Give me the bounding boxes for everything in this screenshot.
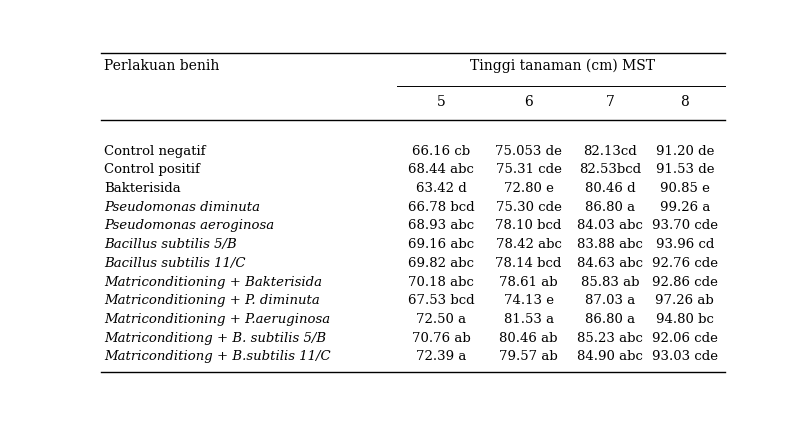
- Text: 78.14 bcd: 78.14 bcd: [496, 257, 562, 270]
- Text: 92.76 cde: 92.76 cde: [652, 257, 718, 270]
- Text: 93.70 cde: 93.70 cde: [652, 219, 718, 233]
- Text: 72.39 a: 72.39 a: [416, 350, 467, 363]
- Text: 72.50 a: 72.50 a: [416, 313, 466, 326]
- Text: Pseudomonas diminuta: Pseudomonas diminuta: [104, 201, 260, 214]
- Text: 70.76 ab: 70.76 ab: [412, 331, 471, 345]
- Text: 66.78 bcd: 66.78 bcd: [408, 201, 475, 214]
- Text: 80.46 ab: 80.46 ab: [500, 331, 558, 345]
- Text: 83.88 abc: 83.88 abc: [577, 238, 642, 251]
- Text: Control positif: Control positif: [104, 163, 200, 176]
- Text: 91.20 de: 91.20 de: [655, 145, 714, 158]
- Text: 69.16 abc: 69.16 abc: [408, 238, 474, 251]
- Text: 79.57 ab: 79.57 ab: [499, 350, 558, 363]
- Text: 82.13cd: 82.13cd: [583, 145, 637, 158]
- Text: 90.85 e: 90.85 e: [660, 182, 710, 195]
- Text: Pseudomonas aeroginosa: Pseudomonas aeroginosa: [104, 219, 274, 233]
- Text: 67.53 bcd: 67.53 bcd: [408, 294, 475, 307]
- Text: Tinggi tanaman (cm) MST: Tinggi tanaman (cm) MST: [471, 59, 655, 73]
- Text: 93.96 cd: 93.96 cd: [655, 238, 714, 251]
- Text: Matriconditioning + Bakterisida: Matriconditioning + Bakterisida: [104, 276, 322, 288]
- Text: 92.86 cde: 92.86 cde: [652, 276, 717, 288]
- Text: 91.53 de: 91.53 de: [655, 163, 714, 176]
- Text: 84.90 abc: 84.90 abc: [577, 350, 642, 363]
- Text: 80.46 d: 80.46 d: [584, 182, 635, 195]
- Text: 78.10 bcd: 78.10 bcd: [496, 219, 562, 233]
- Text: 74.13 e: 74.13 e: [504, 294, 554, 307]
- Text: Matriconditiong + B.subtilis 11/C: Matriconditiong + B.subtilis 11/C: [104, 350, 330, 363]
- Text: 84.03 abc: 84.03 abc: [577, 219, 642, 233]
- Text: Matriconditioning + P. diminuta: Matriconditioning + P. diminuta: [104, 294, 320, 307]
- Text: Bakterisida: Bakterisida: [104, 182, 181, 195]
- Text: 5: 5: [437, 95, 446, 109]
- Text: Perlakuan benih: Perlakuan benih: [104, 59, 219, 73]
- Text: 81.53 a: 81.53 a: [504, 313, 554, 326]
- Text: 93.03 cde: 93.03 cde: [652, 350, 718, 363]
- Text: 8: 8: [680, 95, 689, 109]
- Text: 87.03 a: 87.03 a: [584, 294, 635, 307]
- Text: 85.83 ab: 85.83 ab: [580, 276, 639, 288]
- Text: 84.63 abc: 84.63 abc: [577, 257, 643, 270]
- Text: 86.80 a: 86.80 a: [585, 201, 635, 214]
- Text: 82.53bcd: 82.53bcd: [579, 163, 641, 176]
- Text: Bacillus subtilis 5/B: Bacillus subtilis 5/B: [104, 238, 237, 251]
- Text: 94.80 bc: 94.80 bc: [656, 313, 714, 326]
- Text: 68.44 abc: 68.44 abc: [409, 163, 474, 176]
- Text: 85.23 abc: 85.23 abc: [577, 331, 642, 345]
- Text: 78.42 abc: 78.42 abc: [496, 238, 562, 251]
- Text: 86.80 a: 86.80 a: [585, 313, 635, 326]
- Text: 78.61 ab: 78.61 ab: [500, 276, 558, 288]
- Text: 99.26 a: 99.26 a: [659, 201, 710, 214]
- Text: 7: 7: [605, 95, 614, 109]
- Text: Matriconditiong + B. subtilis 5/B: Matriconditiong + B. subtilis 5/B: [104, 331, 326, 345]
- Text: 92.06 cde: 92.06 cde: [652, 331, 717, 345]
- Text: 68.93 abc: 68.93 abc: [408, 219, 474, 233]
- Text: 75.31 cde: 75.31 cde: [496, 163, 562, 176]
- Text: Matriconditioning + P.aeruginosa: Matriconditioning + P.aeruginosa: [104, 313, 330, 326]
- Text: 97.26 ab: 97.26 ab: [655, 294, 714, 307]
- Text: 72.80 e: 72.80 e: [504, 182, 554, 195]
- Text: 69.82 abc: 69.82 abc: [408, 257, 474, 270]
- Text: 75.053 de: 75.053 de: [495, 145, 562, 158]
- Text: 75.30 cde: 75.30 cde: [496, 201, 562, 214]
- Text: Control negatif: Control negatif: [104, 145, 206, 158]
- Text: 70.18 abc: 70.18 abc: [409, 276, 474, 288]
- Text: Bacillus subtilis 11/C: Bacillus subtilis 11/C: [104, 257, 245, 270]
- Text: 6: 6: [524, 95, 533, 109]
- Text: 63.42 d: 63.42 d: [416, 182, 467, 195]
- Text: 66.16 cb: 66.16 cb: [412, 145, 470, 158]
